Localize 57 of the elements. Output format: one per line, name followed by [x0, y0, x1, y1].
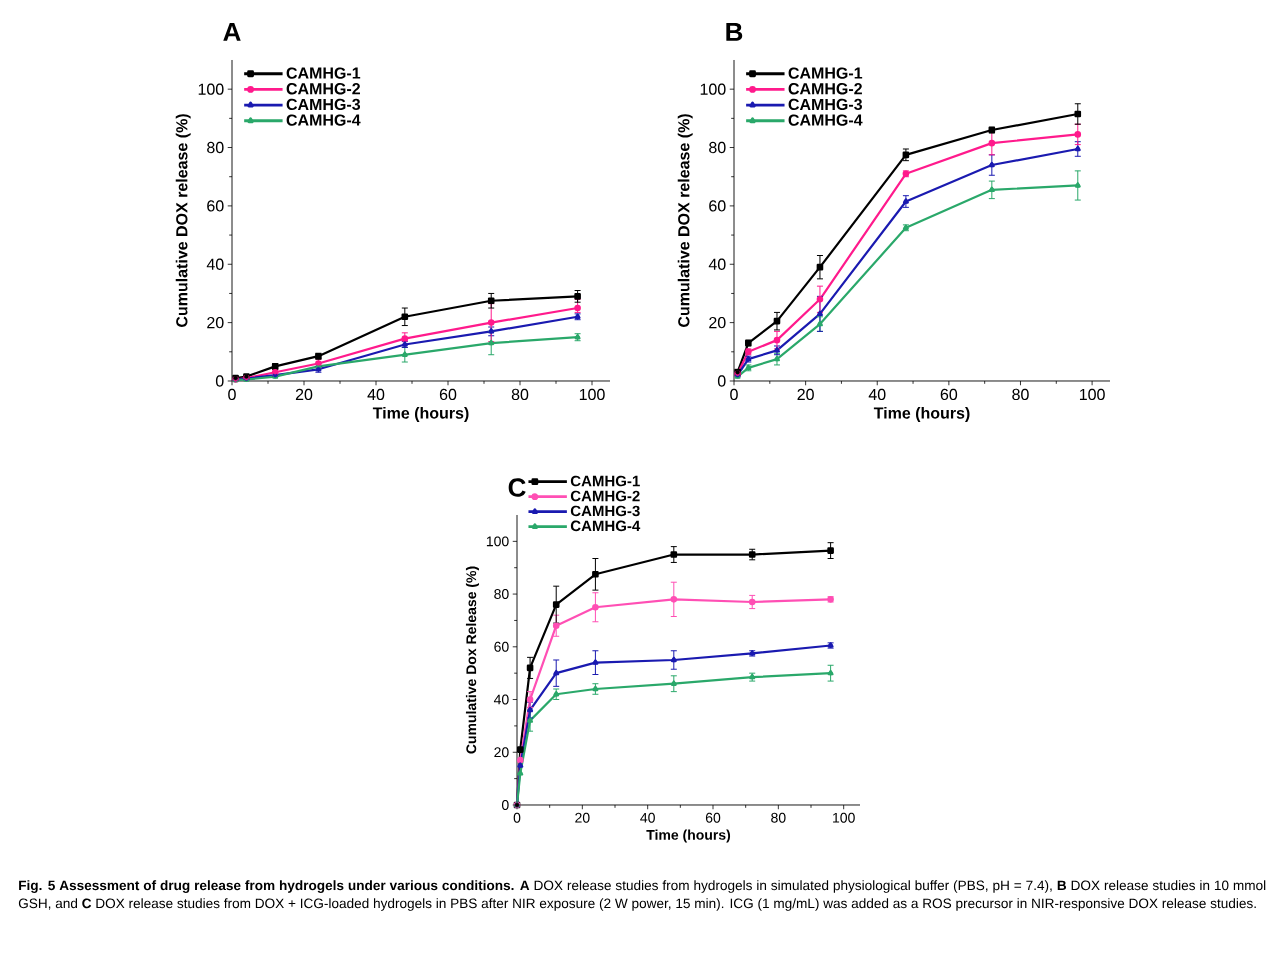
- y-tick-label: 0: [215, 375, 224, 387]
- chart-title: C: [508, 478, 526, 497]
- legend-label: CAMHG-3: [286, 98, 361, 111]
- y-tick-label: 40: [493, 694, 509, 705]
- x-tick-label: 20: [575, 812, 590, 823]
- x-axis-title: Time (hours): [372, 406, 469, 422]
- y-tick-label: 80: [494, 589, 509, 600]
- y-axis-title: Cumulative DOX release (%): [677, 114, 693, 327]
- x-tick-label: 60: [940, 388, 958, 401]
- x-tick-label: 40: [367, 388, 385, 401]
- legend-label: CAMHG-2: [788, 83, 862, 95]
- y-tick-label: 40: [206, 258, 224, 270]
- x-tick-label: 40: [868, 388, 886, 401]
- y-axis-title: Cumulative DOX release (%): [175, 114, 191, 327]
- y-tick-label: 100: [700, 83, 726, 95]
- y-tick-label: 0: [501, 800, 509, 810]
- y-tick-label: 0: [717, 375, 726, 387]
- legend-label: CAMHG-1: [788, 67, 863, 79]
- y-tick-label: 20: [207, 316, 224, 329]
- y-tick-label: 20: [709, 316, 726, 329]
- legend-label: CAMHG-4: [570, 520, 641, 532]
- legend-label: CAMHG-4: [286, 114, 361, 126]
- x-tick-label: 0: [730, 388, 738, 401]
- y-tick-label: 80: [709, 141, 726, 154]
- x-tick-label: 100: [1079, 388, 1105, 401]
- x-axis-title: Time (hours): [646, 829, 731, 843]
- chart-title: A: [223, 22, 241, 41]
- y-tick-label: 60: [207, 200, 224, 212]
- x-axis-title: Time (hours): [873, 406, 970, 422]
- x-tick-label: 80: [771, 812, 786, 823]
- legend-label: CAMHG-1: [286, 67, 361, 79]
- legend-label: CAMHG-3: [570, 505, 640, 517]
- legend-label: CAMHG-4: [788, 114, 863, 126]
- legend-label: CAMHG-3: [788, 98, 863, 111]
- y-axis-title: Cumulative Dox Release (%): [465, 566, 479, 754]
- legend-label: CAMHG-2: [286, 83, 360, 95]
- y-tick-label: 60: [709, 200, 726, 212]
- x-tick-label: 0: [513, 812, 521, 823]
- x-tick-label: 100: [833, 812, 855, 823]
- x-tick-label: 60: [439, 388, 457, 401]
- legend-label: CAMHG-1: [570, 475, 640, 487]
- y-tick-label: 20: [494, 747, 509, 758]
- x-tick-label: 100: [579, 388, 605, 401]
- y-tick-label: 100: [486, 536, 509, 547]
- x-tick-label: 20: [797, 388, 814, 401]
- y-tick-label: 60: [494, 641, 509, 652]
- x-tick-label: 0: [228, 388, 236, 401]
- y-tick-label: 100: [198, 83, 224, 95]
- x-tick-label: 80: [1012, 388, 1029, 401]
- legend-label: CAMHG-2: [570, 490, 640, 502]
- chart-title: B: [726, 22, 743, 41]
- y-tick-label: 40: [708, 258, 726, 270]
- text: Fig. 5 Assessment of drug release from hydrogels under various conditions. A DOX release studies from hydrogels in simulated physiological buffer (PBS, pH = 7.4), B DOX release studies in 10 mmol GSH, and C DOX release studies from DOX + ICG-loaded hydrogels in PBS after NIR exposure (2 W power, 15 min). ICG (1 mg/mL) was added as a ROS precursor in NIR-responsive DOX release studies.: [18, 880, 1266, 911]
- x-tick-label: 80: [511, 388, 529, 401]
- x-tick-label: 40: [640, 812, 655, 823]
- x-tick-label: 20: [295, 388, 313, 401]
- y-tick-label: 80: [207, 141, 224, 154]
